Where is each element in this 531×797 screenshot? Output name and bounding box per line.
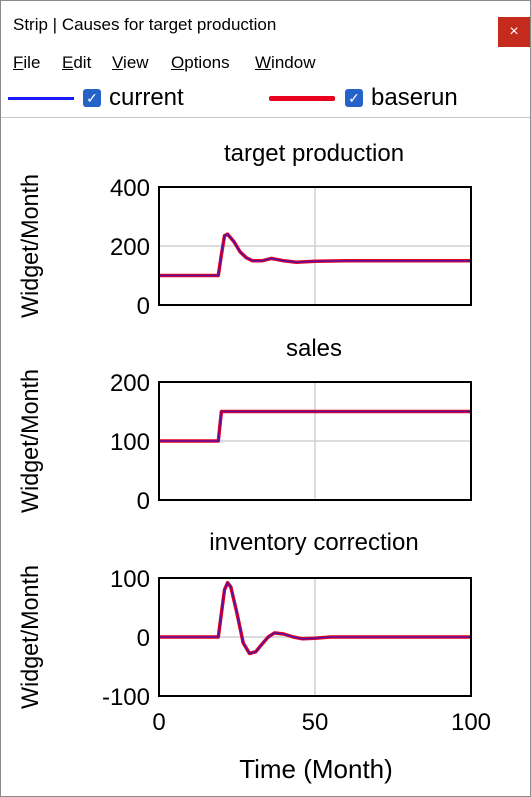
- chart-1-title: target production: [224, 140, 404, 167]
- chart-2-y-tick-label: 100: [110, 429, 150, 456]
- chart-2-plot-frame: [158, 381, 472, 501]
- chart-3-x-tick-label: 100: [451, 709, 491, 736]
- checkmark-icon: ✓: [348, 90, 360, 106]
- close-icon: ×: [509, 23, 519, 40]
- chart-1-y-axis-label: Widget/Month: [17, 174, 44, 318]
- chart-3-y-tick-label: -100: [102, 684, 150, 711]
- chart-3-title: inventory correction: [209, 529, 418, 556]
- chart-3-series-current-line: [159, 581, 471, 655]
- menu-file[interactable]: File: [13, 53, 41, 72]
- chart-2-y-tick-label: 200: [110, 370, 150, 397]
- title-bar[interactable]: Strip | Causes for target production ×: [1, 1, 530, 47]
- legend-baserun-swatch: [269, 96, 335, 101]
- chart-3-x-tick-label: 50: [302, 709, 329, 736]
- chart-2-y-axis-label: Widget/Month: [17, 369, 44, 513]
- menu-bar: File Edit View Options Window: [1, 49, 530, 77]
- window-title: Strip | Causes for target production: [13, 15, 277, 34]
- menu-edit[interactable]: Edit: [62, 53, 92, 72]
- close-button[interactable]: ×: [498, 17, 530, 47]
- menu-options[interactable]: Options: [171, 53, 230, 72]
- legend-bar: ✓ current ✓ baserun: [1, 81, 530, 118]
- legend-current-swatch: [8, 97, 74, 100]
- chart-2-y-tick-label: 0: [137, 488, 150, 515]
- chart-3-y-tick-label: 0: [137, 625, 150, 652]
- checkmark-icon: ✓: [86, 90, 98, 106]
- chart-1-y-tick-label: 400: [110, 175, 150, 202]
- chart-1-y-tick-label: 200: [110, 234, 150, 261]
- menu-window[interactable]: Window: [255, 53, 316, 72]
- legend-baserun-checkbox[interactable]: ✓: [345, 89, 363, 107]
- legend-current-label: current: [109, 84, 184, 111]
- chart-1-series-current-line: [159, 233, 471, 277]
- menu-view[interactable]: View: [112, 53, 149, 72]
- strip-graphs: target production 400 200 0 Widget/Month sale…: [17, 140, 491, 784]
- chart-3-y-axis-label: Widget/Month: [17, 565, 44, 709]
- legend-current-checkbox[interactable]: ✓: [83, 89, 101, 107]
- chart-3-plot-frame: [158, 577, 472, 697]
- chart-2-series-current-line: [159, 410, 471, 442]
- chart-3-x-axis-label: Time (Month): [239, 754, 393, 784]
- chart-2-title: sales: [286, 335, 342, 362]
- chart-1-plot-frame: [158, 186, 472, 306]
- chart-3-x-tick-label: 0: [152, 709, 165, 736]
- chart-3-y-tick-label: 100: [110, 566, 150, 593]
- legend-baserun-label: baserun: [371, 84, 458, 111]
- chart-1-y-tick-label: 0: [137, 293, 150, 320]
